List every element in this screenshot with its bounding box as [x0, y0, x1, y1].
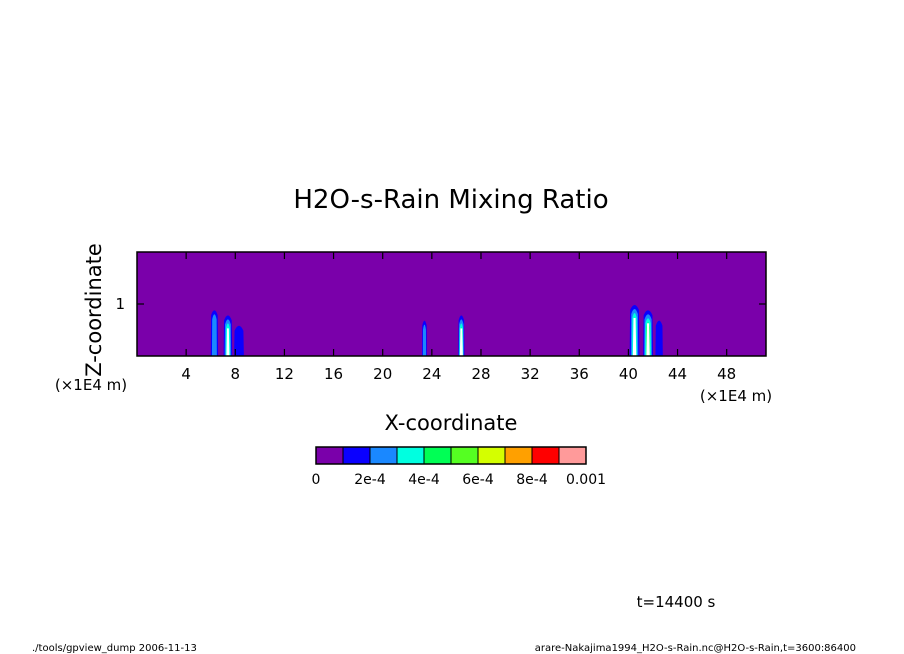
x-tick-label: 48 [717, 365, 736, 383]
rain-cell [629, 305, 640, 356]
footer-right-text: arare-Nakajima1994_H2O-s-Rain.nc@H2O-s-R… [535, 643, 856, 654]
colorbar-swatch [504, 446, 533, 465]
colorbar-tick-label: 8e-4 [516, 472, 548, 488]
plot-area: 4 8 12 16 20 24 28 32 36 40 44 48 1 [115, 251, 767, 383]
x-tick-label: 36 [570, 365, 589, 383]
x-tick-label: 28 [471, 365, 490, 383]
heatmap-features [210, 305, 663, 356]
colorbar-swatch [531, 446, 560, 465]
colorbar-tick-label: 6e-4 [462, 472, 494, 488]
y-ticks: 1 [115, 295, 766, 313]
rain-cell-level [422, 324, 427, 356]
x-tick-label: 44 [668, 365, 687, 383]
x-ticks: 4 8 12 16 20 24 28 32 36 40 44 48 [181, 252, 736, 383]
x-tick-label: 4 [181, 365, 191, 383]
x-axis-unit: (×1E4 m) [700, 387, 772, 405]
colorbar-tick-label: 4e-4 [408, 472, 440, 488]
x-tick-label: 16 [324, 365, 343, 383]
colorbar-tick-label: 0.001 [566, 472, 606, 488]
colorbar-swatch [558, 446, 587, 465]
rain-cell-level [234, 325, 244, 356]
colorbar-tick-label: 2e-4 [354, 472, 386, 488]
rain-cell-core [459, 328, 463, 356]
rain-cell [234, 325, 244, 356]
colorbar: 0 2e-4 4e-4 6e-4 8e-4 0.001 [312, 446, 606, 488]
x-tick-label: 40 [619, 365, 638, 383]
y-axis-unit: (×1E4 m) [55, 376, 127, 394]
chart-title: H2O-s-Rain Mixing Ratio [293, 185, 608, 215]
rain-cell [223, 315, 233, 356]
colorbar-frame [315, 446, 587, 465]
colorbar-swatch [450, 446, 479, 465]
y-tick-label: 1 [115, 295, 125, 313]
colorbar-swatch [342, 446, 371, 465]
rain-cell [458, 315, 465, 356]
x-tick-label: 24 [422, 365, 441, 383]
x-tick-label: 20 [373, 365, 392, 383]
colorbar-swatch [369, 446, 398, 465]
footer-left-text: ./tools/gpview_dump 2006-11-13 [32, 643, 197, 654]
x-tick-label: 8 [231, 365, 241, 383]
rain-cell-core [226, 328, 230, 356]
y-axis-label: Z-coordinate [82, 243, 106, 377]
colorbar-tick-label: 0 [312, 472, 321, 488]
rain-cell [655, 320, 663, 356]
colorbar-swatch [477, 446, 506, 465]
rain-cell [643, 310, 653, 356]
time-label: t=14400 s [637, 593, 716, 611]
colorbar-swatch [423, 446, 452, 465]
rain-cell [422, 320, 427, 356]
rain-cell-core [632, 318, 637, 356]
rain-cell [210, 310, 219, 356]
rain-cell-level [211, 314, 217, 356]
x-tick-label: 12 [275, 365, 294, 383]
x-tick-label: 32 [521, 365, 540, 383]
colorbar-swatch [315, 446, 344, 465]
rain-cell-core [646, 323, 650, 356]
rain-cell-level [655, 320, 663, 356]
colorbar-swatch [396, 446, 425, 465]
x-axis-label: X-coordinate [385, 411, 518, 435]
